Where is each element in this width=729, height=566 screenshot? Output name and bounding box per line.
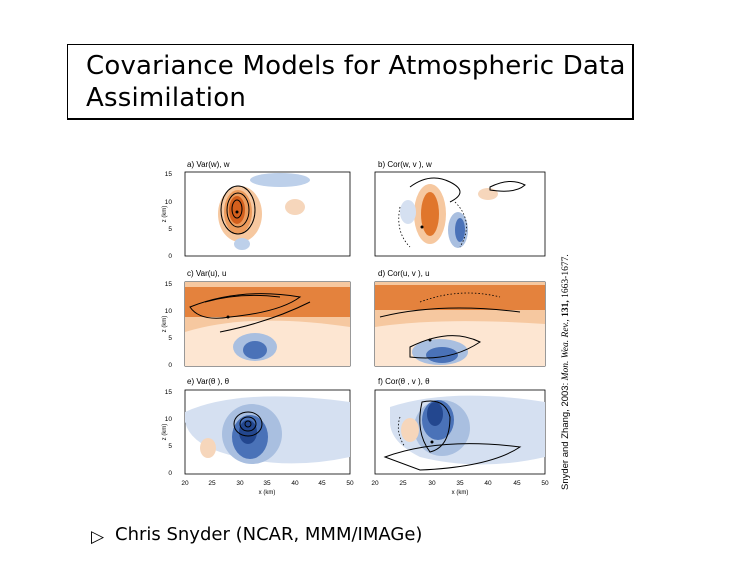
panel-d: d) Cor(u, v ), u	[374, 269, 546, 367]
x-axis-label-left: x (km)	[259, 490, 276, 496]
x-axis-label-right: x (km)	[452, 490, 469, 496]
triangle-right-outline-icon: ▷	[91, 527, 105, 547]
x-axis-left: 20 25 30 35 40 45 50 x (km)	[181, 480, 354, 496]
x-tick-right-40: 40	[484, 480, 492, 487]
x-tick-left-25: 25	[208, 480, 216, 487]
panel-c-ytick-15: 15	[165, 281, 173, 288]
citation-pages: 1663-1677.	[561, 254, 571, 298]
panel-e-ytick-10: 10	[165, 416, 173, 423]
panel-f: f) Cor(θ , v ), θ	[374, 377, 546, 475]
panel-b-label: b) Cor(w, v ), w	[378, 160, 432, 169]
panel-e-shading-cool-core	[239, 420, 257, 444]
x-tick-right-25: 25	[399, 480, 407, 487]
panel-e-label: e) Var(θ ), θ	[187, 377, 230, 386]
citation-authors: Snyder and Zhang, 2003:	[560, 382, 571, 490]
bullet-author: Chris Snyder (NCAR, MMM/IMAGe)	[115, 524, 423, 545]
panel-e-ylabel: z (km)	[162, 424, 168, 441]
panel-e-ytick-5: 5	[168, 443, 172, 450]
panel-e-ytick-0: 0	[168, 470, 172, 477]
title-box-shadow	[67, 118, 634, 120]
panel-b-shading-cool-core	[455, 218, 465, 242]
panel-e-ytick-15: 15	[165, 389, 173, 396]
panel-a-ytick-15: 15	[165, 171, 173, 178]
panel-a-ytick-0: 0	[168, 253, 172, 260]
panel-a-shading-cool-small	[234, 238, 250, 250]
x-tick-right-20: 20	[371, 480, 379, 487]
panel-a-shading-cool	[250, 173, 310, 187]
panel-d-shading-cool-core	[426, 347, 458, 363]
panel-d-label: d) Cor(u, v ), u	[378, 269, 430, 278]
panel-b: b) Cor(w, v ), w	[374, 160, 546, 257]
panel-f-shading-warm-small	[401, 418, 419, 442]
panel-b-shading-warm	[421, 192, 439, 236]
citation-volume: 131,	[561, 300, 571, 317]
panel-c-ytick-5: 5	[168, 335, 172, 342]
panel-a-label: a) Var(w), w	[187, 160, 230, 169]
title-box-shadow-right	[632, 44, 634, 120]
slide-title-line-1: Covariance Models for Atmospheric Data	[86, 51, 626, 81]
x-tick-left-45: 45	[318, 480, 326, 487]
x-tick-left-20: 20	[181, 480, 189, 487]
panel-c-ytick-0: 0	[168, 362, 172, 369]
panel-b-shading-warm-small	[478, 188, 498, 200]
x-tick-left-35: 35	[263, 480, 271, 487]
panel-a-ytick-10: 10	[165, 199, 173, 206]
x-tick-right-50: 50	[541, 480, 549, 487]
panel-c-shading-warm	[185, 287, 350, 317]
x-tick-left-50: 50	[346, 480, 354, 487]
panel-c-ytick-10: 10	[165, 308, 173, 315]
panel-e: e) Var(θ ), θ 15 10 5 0 z (km)	[162, 377, 351, 477]
panel-d-shading-warm	[375, 285, 545, 310]
panel-c-ylabel: z (km)	[162, 316, 168, 333]
panel-b-shading-cool-small	[400, 200, 416, 224]
x-tick-right-30: 30	[428, 480, 436, 487]
x-tick-right-45: 45	[513, 480, 521, 487]
panel-a-ylabel: z (km)	[162, 206, 168, 223]
panel-e-shading-warm-small	[200, 438, 216, 458]
x-tick-left-30: 30	[236, 480, 244, 487]
panel-a: a) Var(w), w 15 10 5 0 z (km)	[162, 160, 351, 260]
panel-f-shading-cool-core	[427, 402, 443, 426]
citation: Snyder and Zhang, 2003: Mon. Wea. Rev., …	[560, 200, 574, 490]
citation-journal: Mon. Wea. Rev.,	[561, 319, 571, 381]
covariance-figure: a) Var(w), w 15 10 5 0 z (km) b) Cor(w, …	[162, 160, 549, 496]
panel-c-shading-cool-core	[243, 341, 267, 359]
panel-f-label: f) Cor(θ , v ), θ	[378, 377, 430, 386]
panel-c-label: c) Var(u), u	[187, 269, 226, 278]
x-tick-right-35: 35	[456, 480, 464, 487]
slide-title-line-2: Assimilation	[86, 83, 247, 113]
x-axis-right: 20 25 30 35 40 45 50 x (km)	[371, 480, 549, 496]
slide-title: Covariance Models for Atmospheric Data A…	[86, 50, 626, 114]
panel-c: c) Var(u), u 15 10 5 0 z (km)	[162, 269, 351, 369]
x-tick-left-40: 40	[291, 480, 299, 487]
panel-a-ytick-5: 5	[168, 226, 172, 233]
panel-a-shading-warm-small	[285, 199, 305, 215]
